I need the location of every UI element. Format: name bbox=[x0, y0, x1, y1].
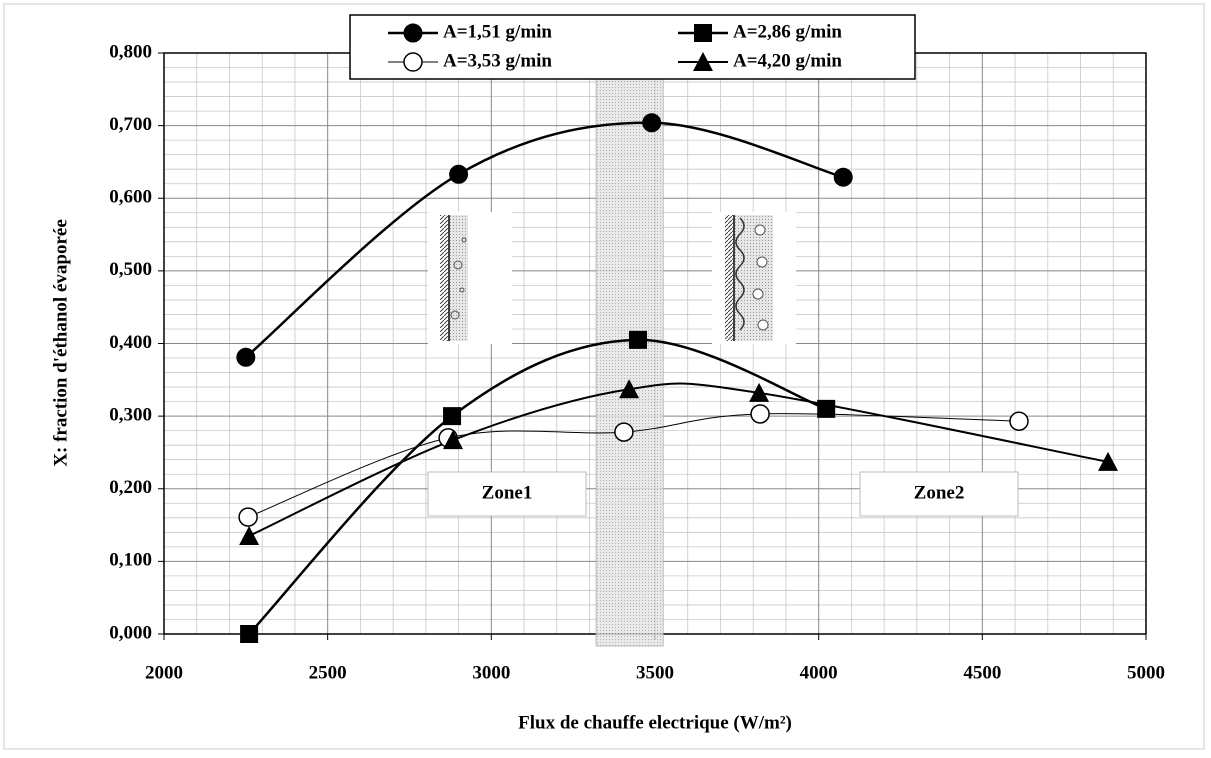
annotation: Zone2 bbox=[914, 482, 965, 503]
series-line bbox=[245, 121, 844, 359]
marker bbox=[694, 24, 712, 42]
legend-label: A=4,20 g/min bbox=[733, 50, 842, 71]
marker bbox=[443, 407, 462, 426]
y-tick-label: 0,500 bbox=[109, 259, 152, 280]
x-tick-label: 3500 bbox=[636, 662, 674, 683]
marker bbox=[619, 379, 640, 399]
illustration-zone2 bbox=[712, 212, 796, 344]
y-tick-label: 0,400 bbox=[109, 332, 152, 353]
marker bbox=[750, 404, 770, 424]
annotation-box bbox=[859, 471, 1019, 517]
marker bbox=[749, 382, 770, 402]
legend-label: A=3,53 g/min bbox=[443, 50, 552, 71]
x-tick-label: 2000 bbox=[145, 662, 183, 683]
marker bbox=[239, 525, 260, 545]
x-axis-label: Flux de chauffe electrique (W/m²) bbox=[518, 712, 792, 733]
plot-layer bbox=[236, 113, 1119, 643]
marker bbox=[1009, 411, 1029, 431]
legend-label: A=1,51 g/min bbox=[443, 21, 552, 42]
y-tick-label: 0,700 bbox=[109, 114, 152, 135]
marker bbox=[449, 164, 469, 184]
x-tick-label: 2500 bbox=[309, 662, 347, 683]
y-tick-label: 0,800 bbox=[109, 41, 152, 62]
marker bbox=[833, 167, 853, 187]
legend-box bbox=[349, 14, 916, 80]
marker bbox=[403, 23, 423, 43]
marker bbox=[614, 422, 634, 442]
marker bbox=[240, 625, 259, 643]
marker bbox=[236, 347, 256, 367]
series-line bbox=[248, 338, 827, 635]
legend-label: A=2,86 g/min bbox=[733, 21, 842, 42]
x-tick-label: 3000 bbox=[472, 662, 510, 683]
frame bbox=[3, 3, 1205, 750]
illustration-zone1 bbox=[428, 212, 512, 344]
marker bbox=[238, 507, 258, 527]
marker bbox=[628, 330, 647, 349]
y-tick-label: 0,600 bbox=[109, 187, 152, 208]
legend: A=1,51 g/min A=2,86 g/min A=3,53 g/min A=4,… bbox=[388, 21, 842, 72]
annotation: Zone1 bbox=[482, 482, 533, 503]
marker bbox=[642, 113, 662, 133]
annotation-box bbox=[427, 471, 587, 517]
marker bbox=[403, 52, 423, 72]
y-tick-label: 0,000 bbox=[109, 622, 152, 643]
marker bbox=[817, 399, 836, 418]
x-tick-label: 5000 bbox=[1127, 662, 1165, 683]
y-axis-label: X: fraction d'éthanol évaporée bbox=[50, 219, 71, 466]
marker bbox=[443, 430, 464, 450]
x-tick-label: 4500 bbox=[963, 662, 1001, 683]
x-tick-label: 4000 bbox=[800, 662, 838, 683]
y-tick-label: 0,300 bbox=[109, 404, 152, 425]
marker bbox=[1098, 451, 1119, 471]
y-tick-label: 0,200 bbox=[109, 477, 152, 498]
y-tick-label: 0,100 bbox=[109, 550, 152, 571]
marker bbox=[693, 52, 713, 71]
